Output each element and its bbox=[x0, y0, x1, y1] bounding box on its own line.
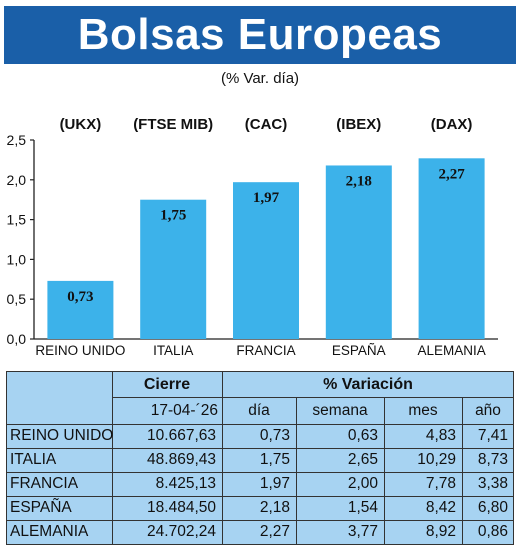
bar-value-label: 0,73 bbox=[67, 289, 93, 305]
bar-value-label: 2,27 bbox=[438, 166, 465, 182]
column-header: 17-04-´26 bbox=[150, 402, 218, 419]
table-col-line bbox=[384, 397, 385, 545]
row-label: REINO UNIDO bbox=[10, 427, 114, 444]
table-cell: 8,42 bbox=[425, 499, 456, 516]
y-tick-label: 1,5 bbox=[7, 212, 27, 228]
bar bbox=[325, 165, 392, 339]
table-row-line bbox=[6, 472, 514, 473]
index-label: (CAC) bbox=[245, 116, 288, 133]
table-cell: 7,78 bbox=[425, 475, 456, 492]
table-cell: 2,65 bbox=[347, 451, 378, 468]
table-cell: 0,86 bbox=[477, 523, 508, 540]
column-header: semana bbox=[312, 402, 368, 419]
table-row-line bbox=[112, 397, 514, 398]
index-label: (IBEX) bbox=[336, 116, 381, 133]
y-tick-label: 2,5 bbox=[7, 132, 27, 148]
y-tick-label: 1,0 bbox=[7, 251, 27, 267]
table-border bbox=[6, 371, 7, 545]
header-variacion: % Variación bbox=[323, 376, 413, 393]
bar bbox=[233, 182, 299, 339]
title-banner: Bolsas Europeas bbox=[4, 6, 516, 64]
table-border bbox=[6, 371, 514, 372]
table-cell: 8,73 bbox=[477, 451, 508, 468]
table-cell: 8,92 bbox=[425, 523, 456, 540]
table-cell: 1,97 bbox=[259, 475, 290, 492]
table-border bbox=[6, 544, 514, 545]
table-cell: 48.869,43 bbox=[147, 451, 216, 468]
y-tick-label: 0,0 bbox=[7, 331, 27, 347]
table-row-line bbox=[6, 520, 514, 521]
chart-subtitle: (% Var. día) bbox=[220, 70, 300, 87]
row-label: ALEMANIA bbox=[10, 523, 89, 540]
table-cell: 10,29 bbox=[417, 451, 456, 468]
x-tick-label: ALEMANIA bbox=[417, 343, 485, 358]
table-cell: 1,75 bbox=[259, 451, 290, 468]
bar bbox=[47, 280, 114, 339]
data-table: Cierre % Variación 17-04-´26 día semana mes… bbox=[6, 371, 514, 545]
table-cell: 2,00 bbox=[347, 475, 378, 492]
table-cell: 2,27 bbox=[259, 523, 290, 540]
bar-chart: 0,0 0,5 1,0 1,5 2,0 2,5 0,73 REINO UNIDO (UKX) 1,… bbox=[7, 116, 498, 358]
table-row-line bbox=[6, 496, 514, 497]
table-cell: 24.702,24 bbox=[147, 523, 216, 540]
y-tick-label: 0,5 bbox=[7, 291, 27, 307]
column-header: mes bbox=[408, 402, 438, 419]
table-cell: 3,77 bbox=[347, 523, 378, 540]
table-cell: 0,63 bbox=[347, 427, 378, 444]
table-col-line bbox=[296, 397, 297, 545]
table-col-line bbox=[462, 397, 463, 545]
index-label: (DAX) bbox=[431, 116, 473, 133]
table-cell: 10.667,63 bbox=[147, 427, 216, 444]
row-label: ESPAÑA bbox=[10, 499, 72, 516]
x-tick-label: ITALIA bbox=[153, 343, 193, 358]
bar bbox=[418, 158, 485, 339]
x-tick-label: FRANCIA bbox=[236, 343, 295, 358]
table-border bbox=[513, 371, 514, 545]
chart-title: Bolsas Europeas bbox=[77, 10, 443, 59]
table-cell: 18.484,50 bbox=[147, 499, 216, 516]
index-label: (UKX) bbox=[60, 116, 102, 133]
header-cierre: Cierre bbox=[143, 376, 191, 393]
column-header: año bbox=[475, 402, 501, 419]
table-row-line bbox=[6, 448, 514, 449]
bar-value-label: 2,18 bbox=[346, 173, 372, 189]
bar-value-label: 1,75 bbox=[160, 208, 186, 224]
table-cell: 0,73 bbox=[259, 427, 290, 444]
bar-value-label: 1,97 bbox=[253, 190, 280, 206]
x-tick-label: ESPAÑA bbox=[332, 343, 386, 358]
table-cell: 7,41 bbox=[477, 427, 508, 444]
table-cell: 1,54 bbox=[347, 499, 378, 516]
table-cell: 2,18 bbox=[259, 499, 290, 516]
bar bbox=[140, 199, 207, 339]
column-header: día bbox=[248, 402, 270, 419]
table-col-line bbox=[222, 371, 223, 545]
table-cell: 4,83 bbox=[425, 427, 456, 444]
table-cell: 8.425,13 bbox=[155, 475, 216, 492]
table-cell: 3,38 bbox=[477, 475, 508, 492]
index-label: (FTSE MIB) bbox=[133, 116, 213, 133]
x-tick-label: REINO UNIDO bbox=[35, 343, 125, 358]
row-label: FRANCIA bbox=[10, 475, 79, 492]
row-label: ITALIA bbox=[10, 451, 57, 468]
table-col-line bbox=[112, 371, 113, 545]
table-row-line bbox=[6, 424, 514, 425]
y-tick-label: 2,0 bbox=[7, 172, 27, 188]
table-cell: 6,80 bbox=[477, 499, 508, 516]
